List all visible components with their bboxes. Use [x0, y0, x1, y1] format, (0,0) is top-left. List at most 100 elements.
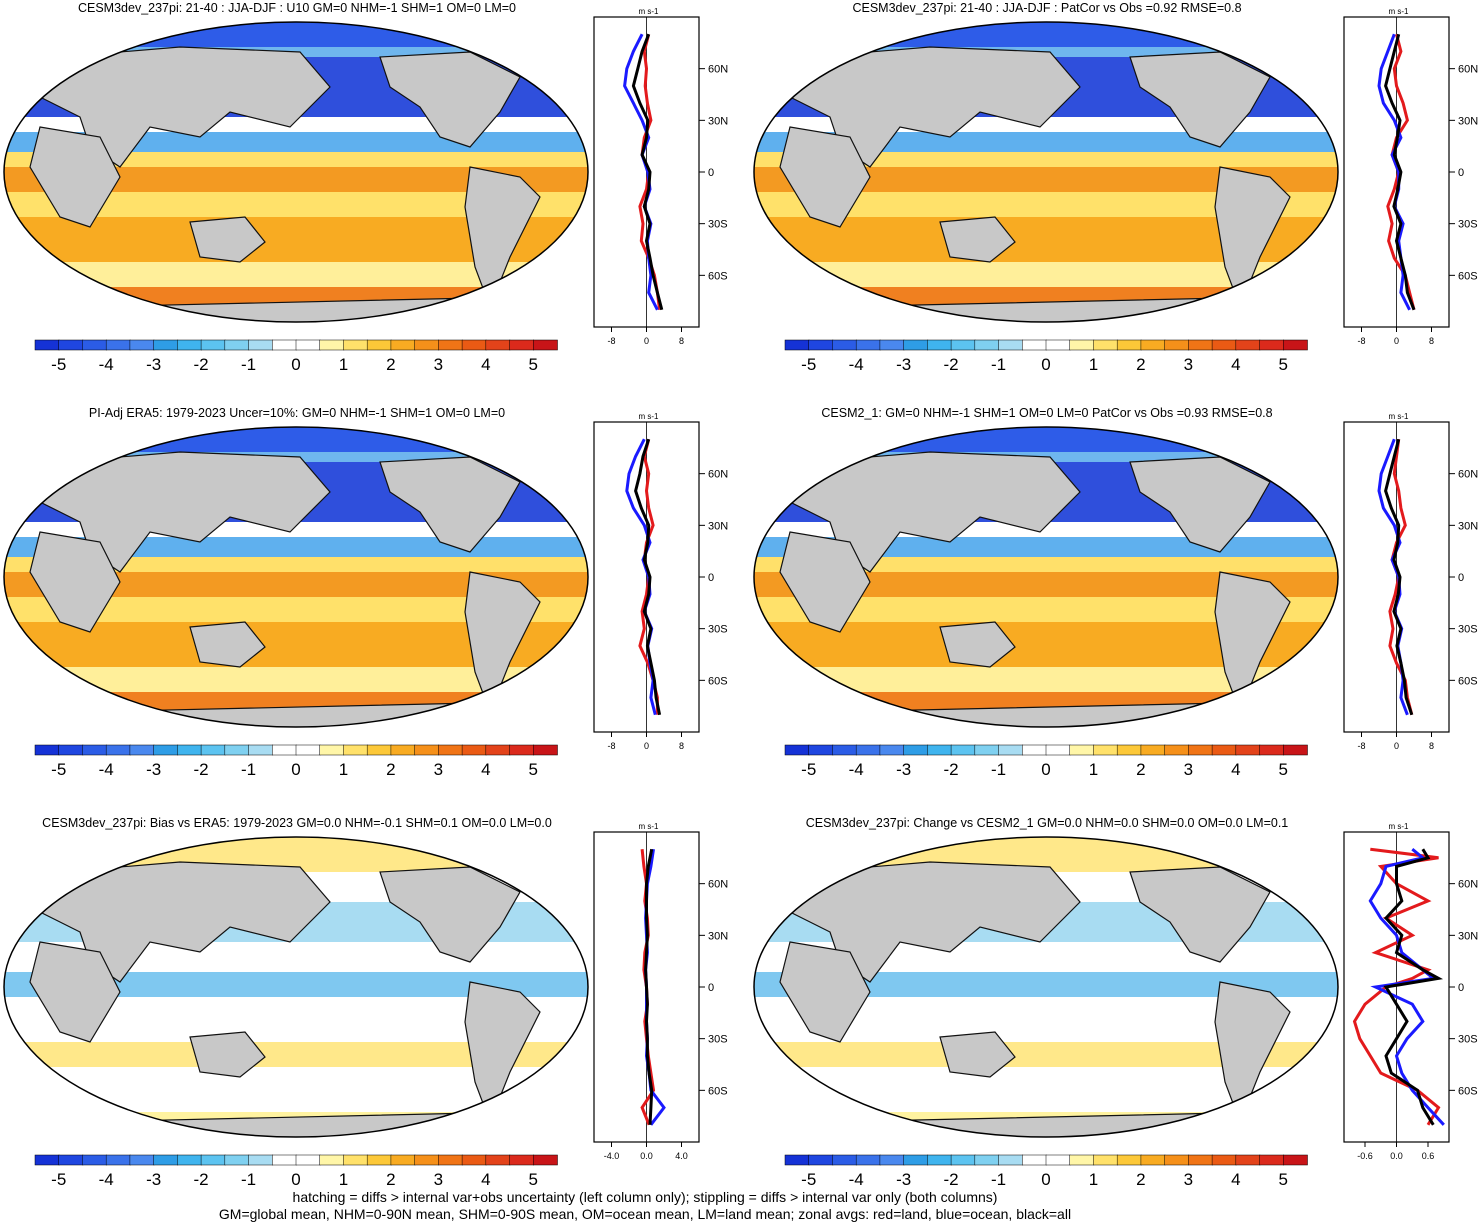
- colorbar-swatch: [855, 339, 881, 351]
- colorbar-swatch: [784, 1154, 810, 1166]
- caption-line-1: hatching = diffs > internal var+obs unce…: [0, 1189, 1290, 1207]
- colorbar-swatch: [1188, 744, 1213, 756]
- colorbar-swatch: [177, 1154, 202, 1166]
- units-label: m s-1: [639, 412, 660, 421]
- colorbar-tick-label: 2: [1136, 760, 1145, 779]
- colorbar-tick-label: -1: [991, 760, 1006, 779]
- colorbar-tick-label: -2: [944, 1170, 959, 1189]
- colorbar-swatch: [366, 1154, 392, 1166]
- lat-tick-label: 60N: [708, 469, 728, 481]
- colorbar-tick-label: 3: [1184, 355, 1193, 374]
- colorbar: -5 -4 -3 -2 -1 0 1 2 3 4 5: [784, 339, 1308, 374]
- colorbar-tick-label: -1: [991, 1170, 1006, 1189]
- x-tick-label: 0: [644, 336, 649, 345]
- colorbar-swatch: [438, 1154, 463, 1166]
- colorbar-swatch: [248, 1154, 274, 1166]
- colorbar-tick-label: 2: [386, 355, 395, 374]
- zonal-plot: m s-1 60N 30N 0 30S 60S -8 0 8: [1343, 412, 1478, 750]
- colorbar-swatch: [461, 339, 487, 351]
- land-mass: [379, 51, 521, 148]
- colorbar-swatch: [319, 744, 345, 756]
- lat-tick-label: 60S: [708, 270, 728, 282]
- colorbar-swatch: [974, 339, 1000, 351]
- land-mass: [379, 456, 521, 553]
- colorbar-swatch: [1045, 339, 1071, 351]
- colorbar-swatch: [1140, 339, 1166, 351]
- map-border: [3, 836, 589, 1138]
- x-tick-label: 0: [644, 741, 649, 750]
- colorbar-swatch: [272, 1154, 297, 1166]
- colorbar-swatch: [832, 744, 857, 756]
- colorbar-tick-label: -1: [241, 1170, 256, 1189]
- lat-tick-label: 30N: [708, 930, 728, 942]
- units-label: m s-1: [1389, 7, 1410, 16]
- colorbar-swatch: [950, 339, 976, 351]
- map-border: [753, 836, 1339, 1138]
- colorbar-tick-label: 3: [1184, 760, 1193, 779]
- colorbar-tick-label: 4: [481, 1170, 490, 1189]
- colorbar-swatch: [1069, 744, 1095, 756]
- colorbar-tick-label: 0: [1041, 355, 1050, 374]
- colorbar-tick-label: 0: [291, 355, 300, 374]
- colorbar-swatch: [485, 744, 511, 756]
- lat-tick-label: 60S: [708, 1085, 728, 1097]
- colorbar-swatch: [343, 744, 368, 756]
- colorbar-swatch: [832, 339, 857, 351]
- zonal-series-all: [631, 33, 664, 311]
- colorbar-swatch: [319, 339, 345, 351]
- colorbar-tick-label: 0: [291, 760, 300, 779]
- map-border: [753, 426, 1339, 728]
- colorbar-swatch: [177, 339, 202, 351]
- colorbar-swatch: [1164, 339, 1190, 351]
- colorbar-swatch: [974, 744, 1000, 756]
- colorbar-swatch: [998, 339, 1024, 351]
- lat-tick-label: 60S: [1458, 270, 1478, 282]
- colorbar: -5 -4 -3 -2 -1 0 1 2 3 4 5: [784, 744, 1308, 779]
- colorbar-swatch: [1164, 744, 1190, 756]
- colorbar-swatch: [224, 1154, 250, 1166]
- land-mass: [789, 861, 1081, 983]
- caption-text-1: hatching = diffs > internal var+obs unce…: [292, 1189, 998, 1205]
- colorbar-tick-label: -5: [801, 1170, 816, 1189]
- colorbar-swatch: [1283, 744, 1308, 756]
- colorbar-tick-label: 5: [529, 355, 538, 374]
- colorbar-swatch: [82, 1154, 107, 1166]
- colorbar-swatch: [58, 1154, 84, 1166]
- lat-tick-label: 30N: [708, 115, 728, 127]
- colorbar-swatch: [855, 1154, 881, 1166]
- colorbar-tick-label: 2: [386, 760, 395, 779]
- colorbar-swatch: [1259, 744, 1285, 756]
- colorbar-tick-label: -2: [944, 760, 959, 779]
- map-border: [3, 426, 589, 728]
- colorbar-swatch: [1188, 1154, 1213, 1166]
- map-panel: [753, 836, 1339, 1138]
- colorbar-swatch: [998, 744, 1024, 756]
- lat-tick-label: 60N: [1458, 879, 1478, 891]
- colorbar-swatch: [34, 339, 60, 351]
- colorbar-swatch: [974, 1154, 1000, 1166]
- colorbar-swatch: [533, 744, 558, 756]
- colorbar-swatch: [832, 1154, 857, 1166]
- colorbar-swatch: [177, 744, 202, 756]
- colorbar-swatch: [879, 339, 905, 351]
- colorbar-tick-label: 0: [1041, 760, 1050, 779]
- colorbar-swatch: [105, 339, 131, 351]
- colorbar-swatch: [784, 339, 810, 351]
- colorbar-swatch: [129, 339, 155, 351]
- colorbar-swatch: [438, 744, 463, 756]
- colorbar-swatch: [879, 744, 905, 756]
- map-title: CESM3dev_237pi: 21-40 : JJA-DJF : PatCor…: [852, 1, 1242, 15]
- colorbar-tick-label: 3: [434, 760, 443, 779]
- colorbar-tick-label: 5: [529, 760, 538, 779]
- units-label: m s-1: [639, 822, 660, 831]
- colorbar-swatch: [1188, 339, 1213, 351]
- colorbar-swatch: [200, 339, 226, 351]
- colorbar-tick-label: -1: [241, 355, 256, 374]
- land-mass: [29, 941, 121, 1043]
- colorbar-swatch: [105, 1154, 131, 1166]
- colorbar-tick-label: -5: [51, 355, 66, 374]
- colorbar-tick-label: 2: [386, 1170, 395, 1189]
- lat-tick-label: 0: [1458, 572, 1464, 584]
- colorbar-swatch: [808, 339, 834, 351]
- colorbar-tick-label: -3: [896, 1170, 911, 1189]
